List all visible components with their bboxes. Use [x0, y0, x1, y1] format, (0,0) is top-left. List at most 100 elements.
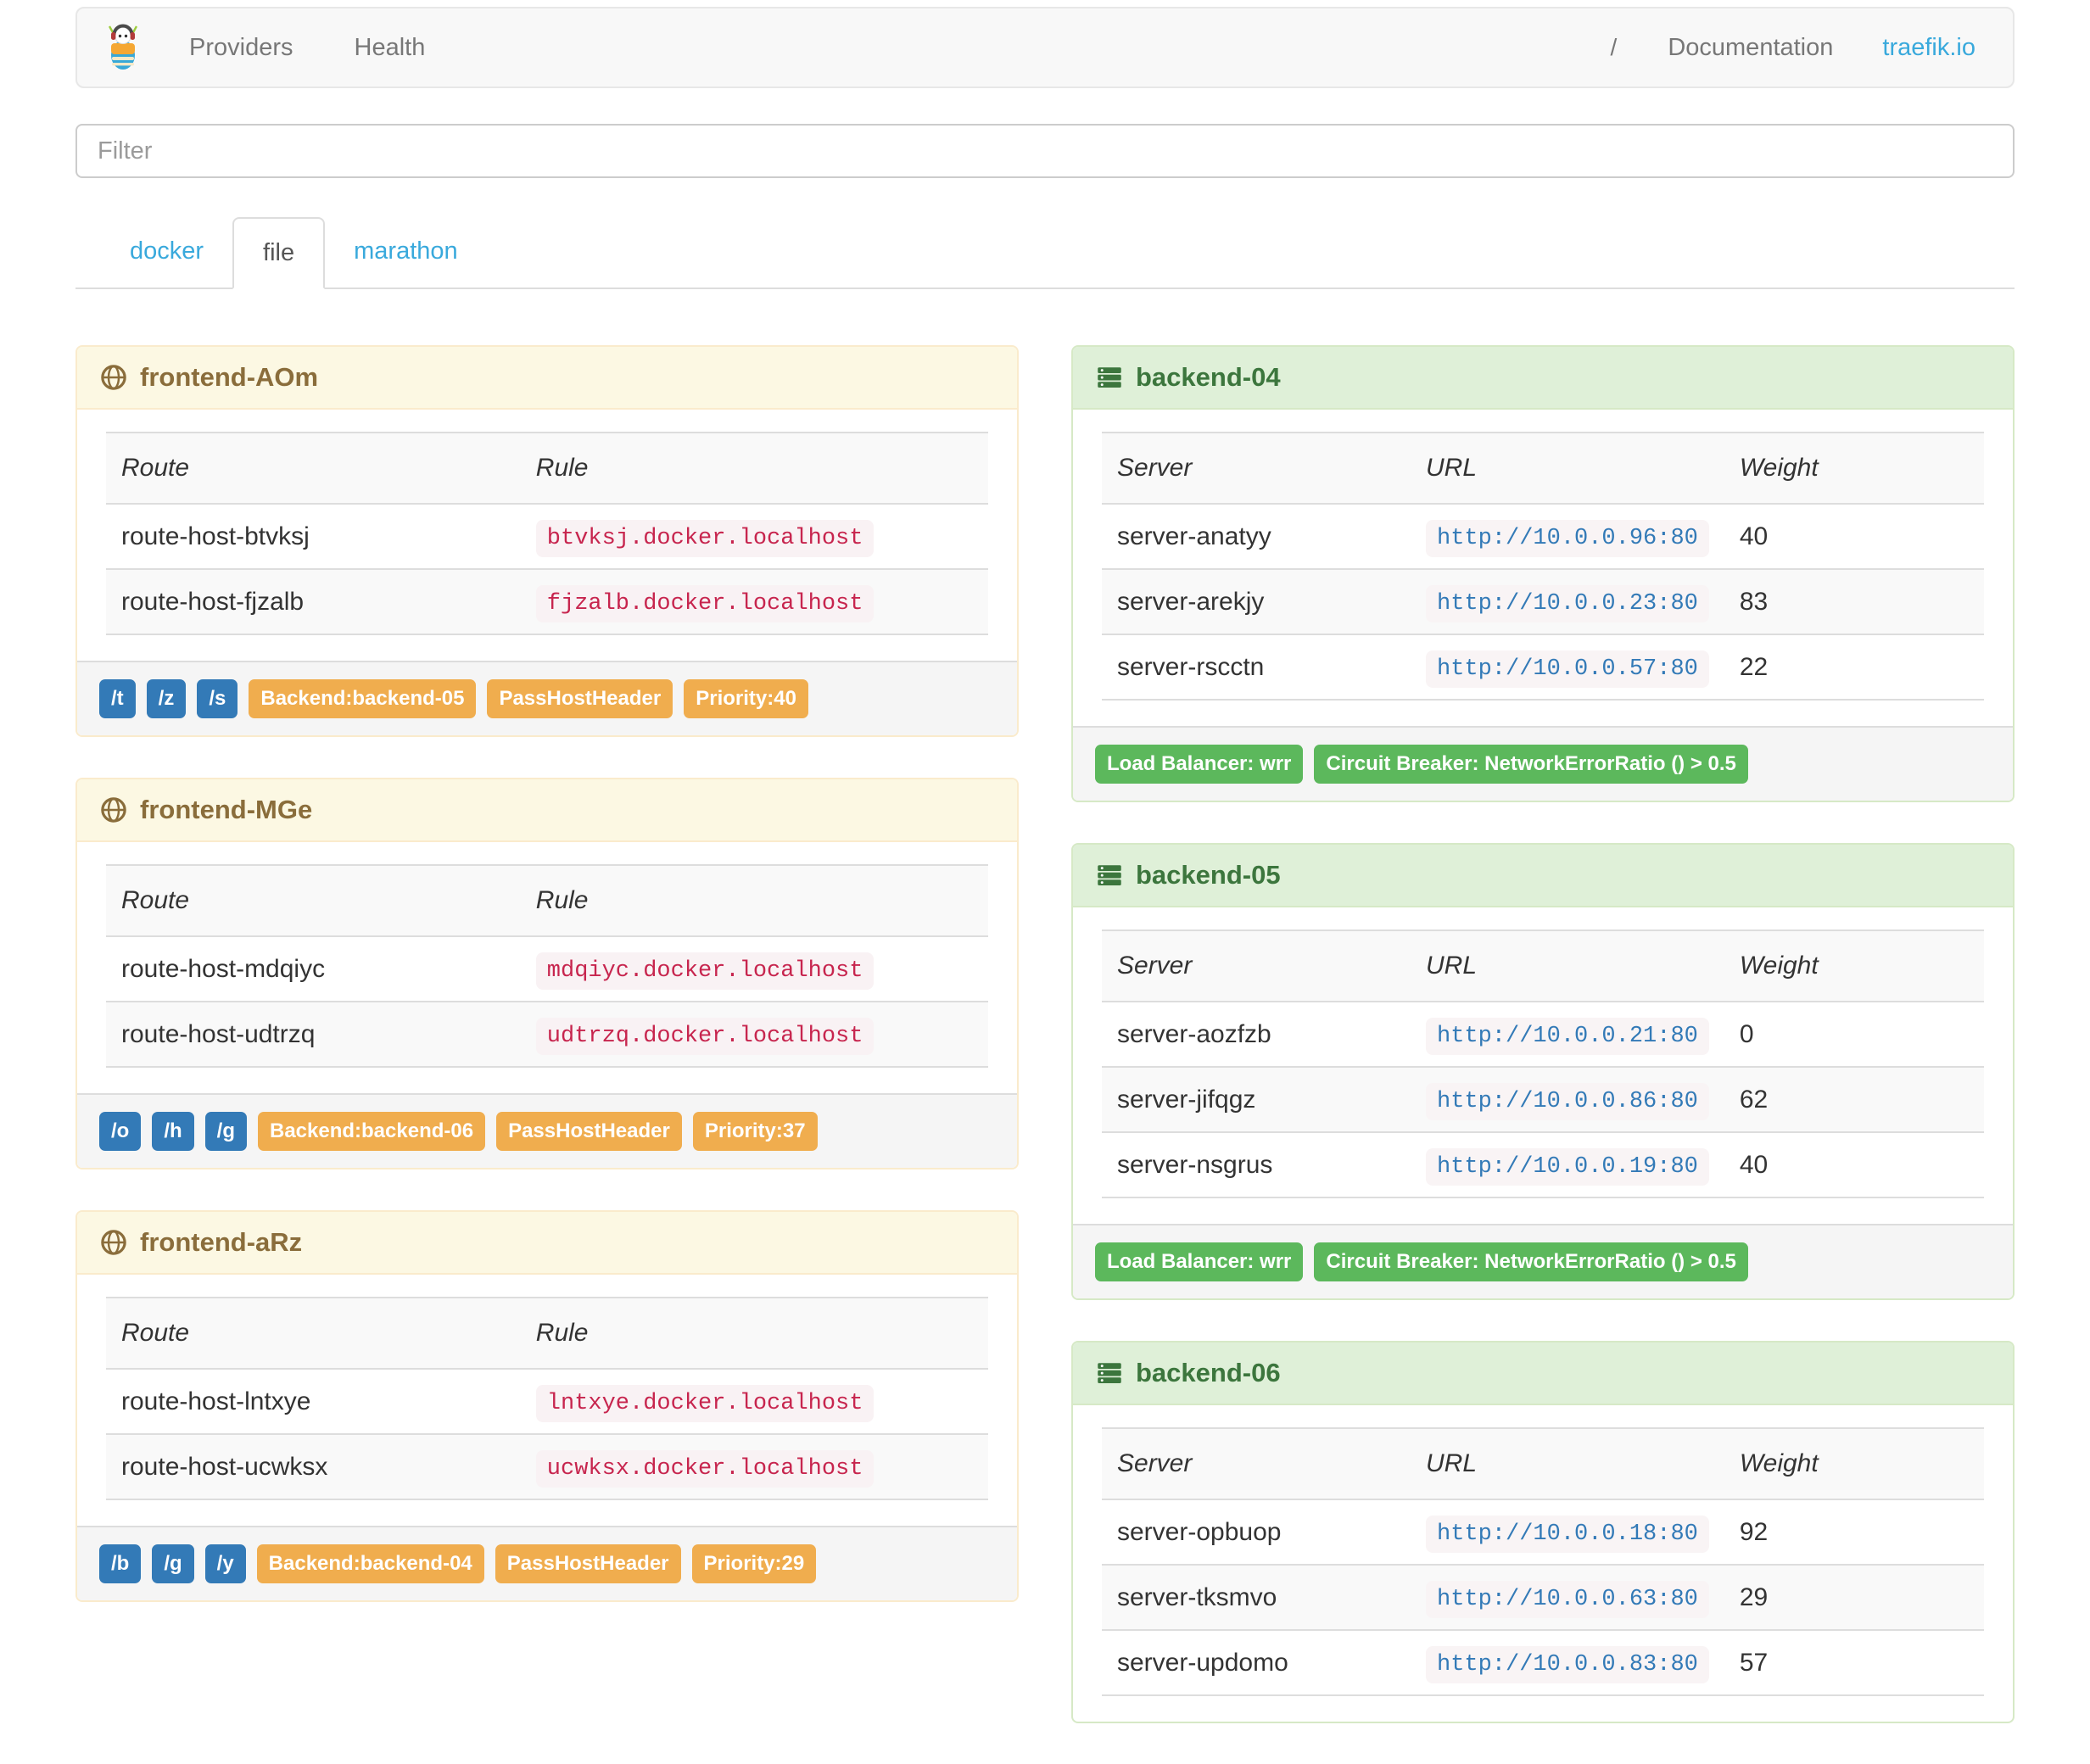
circuit-breaker-badge: Circuit Breaker: NetworkErrorRatio () > …: [1314, 745, 1748, 784]
nav-providers[interactable]: Providers: [189, 33, 293, 61]
servers-table: Server URL Weight server-opbuop http://1…: [1102, 1427, 1984, 1696]
backends-column: backend-04 Server URL Weight: [1071, 345, 2015, 1764]
entrypoint-badge: /s: [197, 679, 238, 718]
server-row: server-arekjy http://10.0.0.23:80 83: [1102, 569, 1984, 635]
passhostheader-badge: PassHostHeader: [496, 1112, 682, 1151]
server-url-link[interactable]: http://10.0.0.18:80: [1426, 1516, 1709, 1553]
route-cell: route-host-ucwksx: [106, 1434, 521, 1500]
route-row: route-host-btvksj btvksj.docker.localhos…: [106, 504, 988, 570]
server-row: server-opbuop http://10.0.0.18:80 92: [1102, 1499, 1984, 1566]
column-header-url: URL: [1411, 432, 1724, 505]
routes-table: Route Rule route-host-btvksj btvksj.dock…: [106, 432, 988, 635]
column-header-rule: Rule: [520, 432, 988, 505]
server-url-code: http://10.0.0.83:80: [1426, 1646, 1709, 1683]
entrypoint-badge: /t: [99, 679, 136, 718]
backend-panel-header: backend-05: [1073, 845, 2013, 907]
backend-panel-header: backend-04: [1073, 347, 2013, 410]
server-url-code: http://10.0.0.21:80: [1426, 1018, 1709, 1055]
route-cell: route-host-mdqiyc: [106, 936, 521, 1002]
backend-title: backend-05: [1136, 860, 1281, 890]
server-url-link[interactable]: http://10.0.0.63:80: [1426, 1581, 1709, 1618]
priority-badge: Priority:37: [692, 1112, 818, 1151]
backend-panel-body: Server URL Weight server-aozfzb http://1…: [1073, 907, 2013, 1224]
priority-badge: Priority:40: [684, 679, 808, 718]
server-url-link[interactable]: http://10.0.0.96:80: [1426, 520, 1709, 557]
rule-code: btvksj.docker.localhost: [535, 520, 875, 557]
frontend-panel-body: Route Rule route-host-mdqiyc mdqiyc.dock…: [77, 842, 1017, 1093]
rule-code: lntxye.docker.localhost: [535, 1385, 875, 1422]
column-header-route: Route: [106, 864, 521, 937]
frontend-panel-body: Route Rule route-host-lntxye lntxye.dock…: [77, 1275, 1017, 1526]
frontend-panel-body: Route Rule route-host-btvksj btvksj.dock…: [77, 410, 1017, 661]
tab-marathon[interactable]: marathon: [354, 237, 458, 265]
server-url-link[interactable]: http://10.0.0.21:80: [1426, 1018, 1709, 1055]
server-row: server-jifqgz http://10.0.0.86:80 62: [1102, 1067, 1984, 1133]
weight-cell: 29: [1724, 1565, 1984, 1631]
passhostheader-badge: PassHostHeader: [487, 679, 673, 718]
column-header-server: Server: [1102, 1427, 1411, 1500]
column-header-route: Route: [106, 1297, 521, 1370]
route-cell: route-host-btvksj: [106, 504, 521, 570]
frontend-title: frontend-aRz: [140, 1227, 303, 1257]
tab-docker[interactable]: docker: [130, 237, 204, 265]
routes-table: Route Rule route-host-lntxye lntxye.dock…: [106, 1297, 988, 1500]
weight-cell: 57: [1724, 1630, 1984, 1696]
nav-health[interactable]: Health: [354, 33, 426, 61]
provider-tabs: docker file marathon: [75, 217, 2015, 289]
server-url-link[interactable]: http://10.0.0.86:80: [1426, 1083, 1709, 1120]
nav-traefik-io[interactable]: traefik.io: [1882, 33, 1975, 61]
server-icon: [1097, 365, 1122, 390]
servers-table: Server URL Weight server-anatyy http://1…: [1102, 432, 1984, 701]
weight-cell: 40: [1724, 504, 1984, 570]
server-row: server-tksmvo http://10.0.0.63:80 29: [1102, 1565, 1984, 1631]
frontend-panel-footer: /t /z /s Backend:backend-05 PassHostHead…: [77, 661, 1017, 735]
traefik-logo-icon: [106, 24, 140, 71]
backend-panel-04: backend-04 Server URL Weight: [1071, 345, 2015, 802]
frontend-panel-header: frontend-aRz: [77, 1212, 1017, 1275]
content-columns: frontend-AOm Route Rule route-host-btvk: [75, 345, 2015, 1764]
server-icon: [1097, 1360, 1122, 1386]
column-header-url: URL: [1411, 929, 1724, 1002]
server-url-link[interactable]: http://10.0.0.19:80: [1426, 1148, 1709, 1186]
route-row: route-host-fjzalb fjzalb.docker.localhos…: [106, 569, 988, 635]
route-row: route-host-ucwksx ucwksx.docker.localhos…: [106, 1434, 988, 1500]
backend-ref-badge: Backend:backend-04: [256, 1544, 484, 1583]
tab-file[interactable]: file: [232, 217, 326, 289]
route-cell: route-host-lntxye: [106, 1369, 521, 1435]
server-url-code: http://10.0.0.18:80: [1426, 1516, 1709, 1553]
server-row: server-nsgrus http://10.0.0.19:80 40: [1102, 1132, 1984, 1198]
weight-cell: 92: [1724, 1499, 1984, 1566]
weight-cell: 83: [1724, 569, 1984, 635]
entrypoint-badge: /b: [99, 1544, 142, 1583]
server-row: server-rscctn http://10.0.0.57:80 22: [1102, 634, 1984, 701]
server-url-link[interactable]: http://10.0.0.57:80: [1426, 650, 1709, 688]
frontend-panel-footer: /o /h /g Backend:backend-06 PassHostHead…: [77, 1093, 1017, 1168]
nav-documentation[interactable]: Documentation: [1668, 33, 1834, 61]
column-header-server: Server: [1102, 432, 1411, 505]
routes-table: Route Rule route-host-mdqiyc mdqiyc.dock…: [106, 864, 988, 1068]
backend-panel-06: backend-06 Server URL Weight: [1071, 1341, 2015, 1723]
filter-input[interactable]: [75, 124, 2015, 178]
weight-cell: 0: [1724, 1002, 1984, 1068]
server-url-link[interactable]: http://10.0.0.83:80: [1426, 1646, 1709, 1683]
backend-panel-body: Server URL Weight server-anatyy http://1…: [1073, 410, 2013, 726]
server-url-code: http://10.0.0.19:80: [1426, 1148, 1709, 1186]
column-header-rule: Rule: [520, 864, 988, 937]
route-row: route-host-udtrzq udtrzq.docker.localhos…: [106, 1002, 988, 1068]
rule-code: ucwksx.docker.localhost: [535, 1450, 875, 1488]
server-cell: server-anatyy: [1102, 504, 1411, 570]
frontend-panel-MGe: frontend-MGe Route Rule route-host-mdqi: [75, 778, 1019, 1169]
entrypoint-badge: /g: [152, 1544, 194, 1583]
route-cell: route-host-udtrzq: [106, 1002, 521, 1068]
frontend-panel-AOm: frontend-AOm Route Rule route-host-btvk: [75, 345, 1019, 737]
server-cell: server-aozfzb: [1102, 1002, 1411, 1068]
globe-icon: [101, 1230, 126, 1255]
server-url-link[interactable]: http://10.0.0.23:80: [1426, 585, 1709, 622]
server-cell: server-tksmvo: [1102, 1565, 1411, 1631]
backend-title: backend-06: [1136, 1358, 1281, 1387]
navbar-right: / Documentation traefik.io: [1611, 34, 1984, 62]
backend-panel-footer: Load Balancer: wrr Circuit Breaker: Netw…: [1073, 1224, 2013, 1298]
server-row: server-updomo http://10.0.0.83:80 57: [1102, 1630, 1984, 1696]
server-url-code: http://10.0.0.57:80: [1426, 650, 1709, 688]
backend-title: backend-04: [1136, 362, 1281, 392]
